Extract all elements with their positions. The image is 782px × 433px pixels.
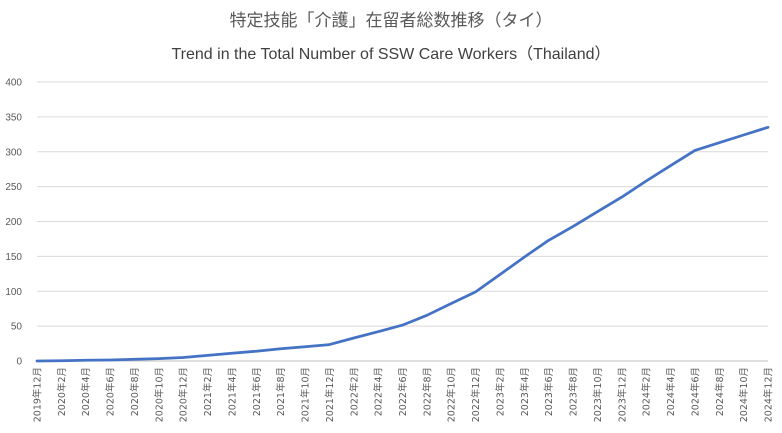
x-tick-label: 2021年12月 (324, 367, 336, 422)
x-tick-label: 2021年6月 (251, 367, 263, 416)
x-tick-label: 2024年8月 (714, 367, 726, 416)
y-axis-ticks: 0 50 100 150 200 250 300 350 400 (5, 78, 22, 368)
x-tick-label: 2023年10月 (592, 367, 604, 422)
x-tick-label: 2021年2月 (202, 367, 214, 416)
y-tick-label: 350 (5, 112, 22, 123)
x-tick-label: 2024年12月 (763, 367, 775, 422)
x-tick-label: 2024年2月 (641, 367, 653, 416)
x-tick-label: 2022年8月 (421, 367, 433, 416)
x-tick-label: 2024年10月 (738, 367, 750, 422)
chart-subtitle: Trend in the Total Number of SSW Care Wo… (171, 46, 611, 63)
x-tick-label: 2021年8月 (275, 367, 287, 416)
series-layer (35, 125, 770, 363)
y-tick-label: 0 (16, 357, 22, 368)
x-tick-label: 2022年2月 (348, 367, 360, 416)
x-tick-label: 2023年4月 (519, 367, 531, 416)
y-tick-label: 250 (5, 182, 22, 193)
x-tick-label: 2023年6月 (543, 367, 555, 416)
x-axis-ticks: 2019年12月 2020年2月 2020年4月 2020年6月 2020年8月 2020… (32, 367, 775, 422)
x-tick-label: 2020年8月 (129, 367, 141, 416)
x-tick-label: 2023年8月 (568, 367, 580, 416)
chart-title: 特定技能「介護」在留者総数推移（タイ） (229, 11, 553, 31)
y-tick-label: 300 (5, 147, 22, 158)
gridlines (37, 81, 768, 362)
y-tick-label: 150 (5, 252, 22, 263)
x-tick-label: 2020年10月 (153, 367, 165, 422)
y-tick-label: 50 (11, 322, 23, 333)
x-tick-label: 2022年6月 (397, 367, 409, 416)
y-tick-label: 200 (5, 217, 22, 228)
x-tick-label: 2020年12月 (178, 367, 190, 422)
x-tick-label: 2020年4月 (80, 367, 92, 416)
y-tick-label: 100 (5, 287, 22, 298)
x-tick-label: 2020年2月 (56, 367, 68, 416)
x-tick-label: 2022年10月 (446, 367, 458, 422)
y-tick-label: 400 (5, 78, 22, 89)
x-tick-label: 2019年12月 (32, 367, 44, 422)
x-tick-label: 2022年12月 (470, 367, 482, 422)
x-tick-label: 2021年4月 (226, 367, 238, 416)
x-tick-label: 2021年10月 (300, 367, 312, 422)
x-tick-label: 2023年2月 (494, 367, 506, 416)
x-tick-label: 2020年6月 (105, 367, 117, 416)
x-tick-label: 2023年12月 (616, 367, 628, 422)
x-tick-label: 2024年6月 (689, 367, 701, 416)
x-tick-label: 2024年4月 (665, 367, 677, 416)
x-tick-label: 2022年4月 (373, 367, 385, 416)
